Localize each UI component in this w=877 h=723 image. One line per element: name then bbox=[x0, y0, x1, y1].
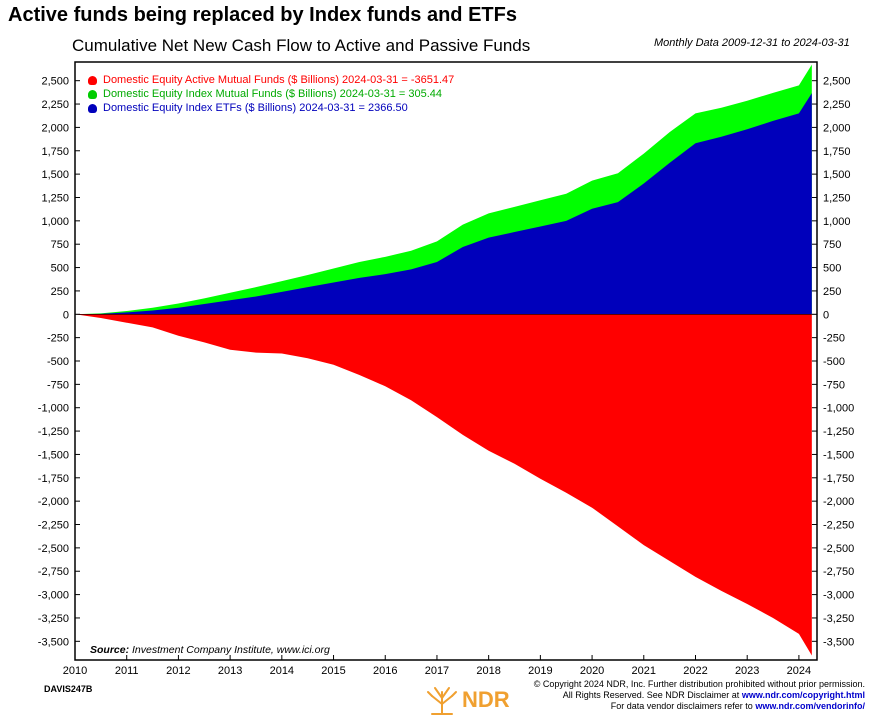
legend-label-active: Domestic Equity Active Mutual Funds ($ B… bbox=[103, 74, 455, 86]
chart-legend: Domestic Equity Active Mutual Funds ($ B… bbox=[86, 73, 454, 115]
copyright-line-2: All Rights Reserved. See NDR Disclaimer … bbox=[505, 690, 865, 701]
y-tick-label-right: 250 bbox=[823, 286, 841, 298]
x-tick-label: 2012 bbox=[166, 665, 190, 677]
y-tick-label-left: -3,500 bbox=[38, 636, 69, 648]
vendor-info-link[interactable]: www.ndr.com/vendorinfo/ bbox=[755, 701, 865, 711]
ndr-logo-icon bbox=[427, 687, 457, 715]
copyright-line-1: © Copyright 2024 NDR, Inc. Further distr… bbox=[533, 679, 865, 689]
index-etfs-area bbox=[75, 93, 812, 315]
y-tick-label-right: 0 bbox=[823, 309, 829, 321]
x-tick-label: 2016 bbox=[373, 665, 397, 677]
x-tick-label: 2023 bbox=[735, 665, 759, 677]
copyright-notice: © Copyright 2024 NDR, Inc. Further distr… bbox=[505, 679, 865, 712]
y-tick-label-left: -2,250 bbox=[38, 520, 69, 532]
y-tick-label-right: 1,000 bbox=[823, 216, 851, 228]
legend-marker-icon bbox=[88, 104, 97, 113]
x-tick-label: 2014 bbox=[270, 665, 294, 677]
copyright-link[interactable]: www.ndr.com/copyright.html bbox=[741, 690, 865, 700]
y-tick-label-right: 1,500 bbox=[823, 169, 851, 181]
x-tick-label: 2015 bbox=[321, 665, 345, 677]
legend-marker-icon bbox=[88, 90, 97, 99]
x-tick-label: 2010 bbox=[63, 665, 87, 677]
y-tick-label-right: -2,750 bbox=[823, 566, 854, 578]
y-tick-label-left: -1,250 bbox=[38, 426, 69, 438]
chart-source: Source: Investment Company Institute, ww… bbox=[90, 644, 330, 656]
headline: Active funds being replaced by Index fun… bbox=[8, 4, 517, 26]
x-tick-label: 2017 bbox=[425, 665, 449, 677]
y-tick-label-left: 2,000 bbox=[41, 122, 69, 134]
logo-text: NDR bbox=[462, 687, 510, 712]
y-tick-label-left: -750 bbox=[47, 379, 69, 391]
y-tick-label-left: 250 bbox=[51, 286, 69, 298]
copyright-line-2-text: All Rights Reserved. See NDR Disclaimer … bbox=[562, 690, 740, 700]
source-label: Source: bbox=[90, 644, 130, 656]
y-tick-label-left: 1,000 bbox=[41, 216, 69, 228]
y-tick-label-left: -250 bbox=[47, 333, 69, 345]
y-tick-label-left: -500 bbox=[47, 356, 69, 368]
y-tick-label-right: -2,250 bbox=[823, 520, 854, 532]
ndr-logo: NDR bbox=[424, 682, 524, 718]
y-tick-label-right: -1,000 bbox=[823, 403, 854, 415]
copyright-line-3-text: For data vendor disclaimers refer to bbox=[610, 701, 753, 711]
y-tick-label-right: 2,000 bbox=[823, 122, 851, 134]
y-tick-label-left: 1,750 bbox=[41, 146, 69, 158]
y-tick-label-right: 1,750 bbox=[823, 146, 851, 158]
y-tick-label-right: -3,500 bbox=[823, 636, 854, 648]
x-tick-label: 2022 bbox=[683, 665, 707, 677]
active-funds-area bbox=[75, 314, 812, 656]
legend-item-index-mf: Domestic Equity Index Mutual Funds ($ Bi… bbox=[86, 87, 454, 101]
legend-label-index-mf: Domestic Equity Index Mutual Funds ($ Bi… bbox=[103, 88, 443, 100]
copyright-line-3: For data vendor disclaimers refer to www… bbox=[505, 701, 865, 712]
y-tick-label-left: -2,500 bbox=[38, 543, 69, 555]
y-tick-label-right: -2,000 bbox=[823, 496, 854, 508]
chart-title: Cumulative Net New Cash Flow to Active a… bbox=[72, 36, 531, 55]
y-tick-label-right: -2,500 bbox=[823, 543, 854, 555]
x-tick-label: 2013 bbox=[218, 665, 242, 677]
x-tick-label: 2018 bbox=[476, 665, 500, 677]
x-tick-label: 2011 bbox=[115, 665, 139, 677]
legend-label-etf: Domestic Equity Index ETFs ($ Billions) … bbox=[103, 102, 408, 114]
y-tick-label-left: -3,250 bbox=[38, 613, 69, 625]
y-tick-label-right: -250 bbox=[823, 333, 845, 345]
y-tick-label-right: 2,250 bbox=[823, 99, 851, 111]
y-tick-label-left: 2,500 bbox=[41, 76, 69, 88]
y-tick-label-right: 1,250 bbox=[823, 192, 851, 204]
y-tick-label-left: -2,000 bbox=[38, 496, 69, 508]
y-tick-label-left: -3,000 bbox=[38, 590, 69, 602]
chart-subtitle: Monthly Data 2009-12-31 to 2024-03-31 bbox=[654, 37, 850, 49]
x-tick-label: 2020 bbox=[580, 665, 604, 677]
y-tick-label-left: 2,250 bbox=[41, 99, 69, 111]
y-tick-label-left: -1,500 bbox=[38, 449, 69, 461]
y-tick-label-right: -1,250 bbox=[823, 426, 854, 438]
legend-marker-icon bbox=[88, 76, 97, 85]
y-tick-label-right: -750 bbox=[823, 379, 845, 391]
y-tick-label-left: -1,000 bbox=[38, 403, 69, 415]
chart-id: DAVIS247B bbox=[44, 684, 93, 694]
source-text: Investment Company Institute, www.ici.or… bbox=[132, 644, 330, 656]
x-tick-label: 2021 bbox=[632, 665, 656, 677]
legend-item-etf: Domestic Equity Index ETFs ($ Billions) … bbox=[86, 101, 454, 115]
x-tick-label: 2024 bbox=[787, 665, 811, 677]
y-tick-label-right: -500 bbox=[823, 356, 845, 368]
y-tick-label-left: 1,250 bbox=[41, 192, 69, 204]
y-tick-label-left: 500 bbox=[51, 263, 69, 275]
x-tick-label: 2019 bbox=[528, 665, 552, 677]
y-tick-label-right: 2,500 bbox=[823, 76, 851, 88]
y-tick-label-left: 0 bbox=[63, 309, 69, 321]
y-tick-label-right: -3,000 bbox=[823, 590, 854, 602]
legend-item-active: Domestic Equity Active Mutual Funds ($ B… bbox=[86, 73, 454, 87]
y-tick-label-right: 500 bbox=[823, 263, 841, 275]
y-tick-label-right: -1,500 bbox=[823, 449, 854, 461]
y-tick-label-right: -3,250 bbox=[823, 613, 854, 625]
y-tick-label-left: -1,750 bbox=[38, 473, 69, 485]
y-tick-label-right: 750 bbox=[823, 239, 841, 251]
y-tick-label-right: -1,750 bbox=[823, 473, 854, 485]
y-tick-label-left: 750 bbox=[51, 239, 69, 251]
y-tick-label-left: -2,750 bbox=[38, 566, 69, 578]
y-tick-label-left: 1,500 bbox=[41, 169, 69, 181]
